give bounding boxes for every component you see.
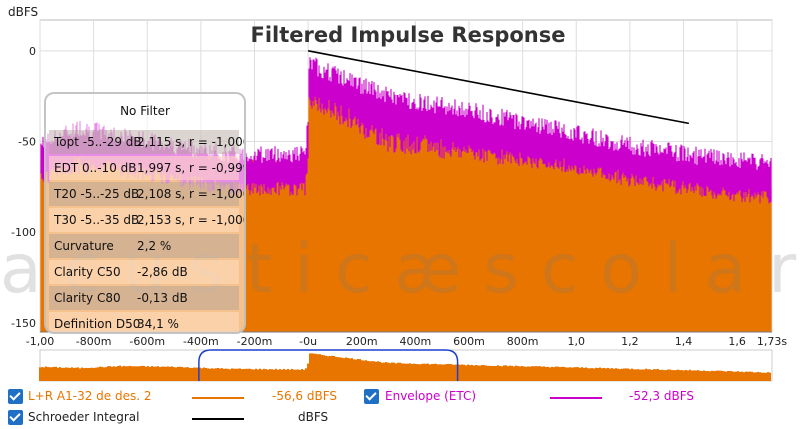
parameter-label: Curvature — [54, 239, 114, 253]
overview-zoom-window[interactable] — [198, 349, 459, 381]
envelope-toggle-checkbox[interactable] — [364, 389, 379, 404]
y-tick-label: -50 — [18, 136, 36, 149]
parameter-row: EDT 0..-10 dB 1,997 s, r = -0,999 — [49, 156, 244, 180]
schroeder-toggle-checkbox[interactable] — [8, 410, 23, 425]
chart-title: Filtered Impulse Response — [251, 23, 566, 47]
parameter-label: Clarity C80 — [54, 291, 121, 305]
legend-ir-name: L+R A1-32 de des. 2 — [28, 389, 152, 403]
parameter-row: Clarity C50 -2,86 dB — [49, 260, 239, 284]
legend-schroeder-swatch — [192, 418, 244, 420]
parameter-value: 2,153 s, r = -1,000 — [137, 213, 246, 227]
y-tick-label: -150 — [11, 317, 36, 330]
parameter-row: T30 -5..-35 dB 2,153 s, r = -1,000 — [49, 208, 244, 232]
y-tick-label: 0 — [29, 45, 36, 58]
parameter-value: -0,13 dB — [137, 291, 188, 305]
parameter-value: -2,86 dB — [137, 265, 188, 279]
x-tick-label: 1,4 — [675, 335, 693, 348]
x-tick-label: 1,0 — [568, 335, 586, 348]
schroeder-line — [307, 50, 690, 125]
legend-etc-value: -52,3 dBFS — [629, 389, 695, 403]
parameter-value: 2,2 % — [137, 239, 172, 253]
parameter-value: 1,997 s, r = -0,999 — [137, 161, 246, 175]
x-tick-label: 1,73s — [757, 335, 787, 348]
legend-schroeder-value: dBFS — [298, 410, 329, 424]
panel-title: No Filter — [120, 104, 170, 118]
x-tick-label: 600m — [453, 335, 485, 348]
legend-schroeder-name: Schroeder Integral — [28, 410, 140, 424]
legend-etc-swatch — [550, 397, 602, 399]
parameter-label: T30 -5..-35 dB — [54, 213, 140, 227]
x-tick-label: 200m — [346, 335, 378, 348]
x-tick-label: -800m — [76, 335, 112, 348]
parameter-value: 2,108 s, r = -1,000 — [137, 187, 246, 201]
legend-ir-swatch — [192, 397, 244, 399]
etc-series-area — [40, 57, 772, 204]
legend-ir-value: -56,6 dBFS — [272, 389, 338, 403]
x-tick-label: 1,2 — [621, 335, 639, 348]
parameter-row: T20 -5..-25 dB 2,108 s, r = -1,000 — [49, 182, 244, 206]
x-tick-label: -600m — [129, 335, 165, 348]
parameter-label: Definition D50 — [54, 317, 141, 331]
x-tick-label: 1,6 — [728, 335, 746, 348]
x-tick-label: -0u — [299, 335, 317, 348]
overview-strip[interactable] — [39, 349, 773, 382]
chart-axes: -1,00 -800m -600m -400m -200m -0u 200m 400m 600m… — [11, 45, 787, 348]
legend-etc-name: Envelope (ETC) — [385, 389, 477, 403]
parameter-row: Clarity C80 -0,13 dB — [49, 286, 239, 310]
x-tick-label: 800m — [507, 335, 539, 348]
parameter-row: Definition D50 34,1 % — [49, 312, 239, 332]
parameter-value: 2,115 s, r = -1,000 — [137, 135, 246, 149]
parameter-label: T20 -5..-25 dB — [54, 187, 140, 201]
parameter-label: EDT 0..-10 dB — [54, 161, 137, 175]
x-tick-label: 400m — [400, 335, 432, 348]
schroeder-series — [307, 50, 690, 125]
parameter-label: Topt -5..-29 dB — [54, 135, 142, 149]
x-tick-label: -1,00 — [26, 335, 54, 348]
x-tick-label: -400m — [183, 335, 219, 348]
y-tick-label: -100 — [11, 226, 36, 239]
parameter-label: Clarity C50 — [54, 265, 121, 279]
parameter-value: 34,1 % — [137, 317, 179, 331]
y-axis-label: dBFS — [8, 5, 38, 19]
acoustic-parameters-panel: No Filter Topt -5..-29 dB 2,115 s, r = -1… — [44, 92, 246, 334]
parameter-row: Curvature 2,2 % — [49, 234, 239, 258]
series-toggle-checkbox[interactable] — [8, 389, 23, 404]
x-tick-label: -200m — [237, 335, 273, 348]
parameter-row: Topt -5..-29 dB 2,115 s, r = -1,000 — [49, 130, 244, 154]
